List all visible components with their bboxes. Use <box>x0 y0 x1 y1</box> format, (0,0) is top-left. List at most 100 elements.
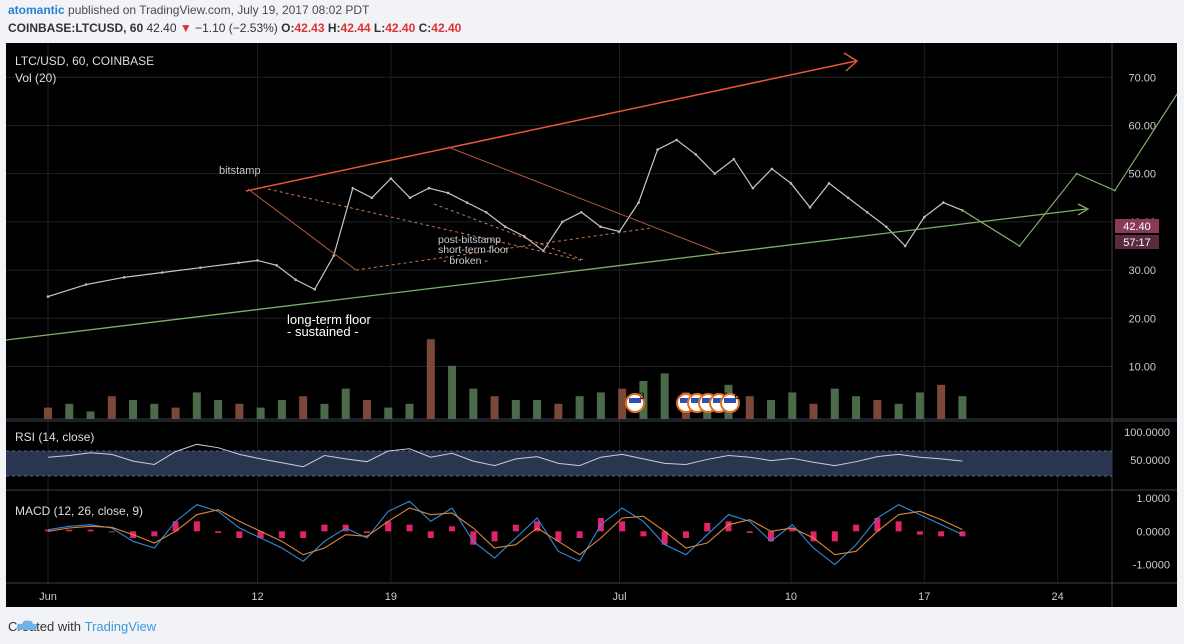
y-tick-label: 20.00 <box>1128 313 1156 325</box>
macd-histogram-bar <box>406 524 413 532</box>
macd-histogram-bar <box>725 521 732 532</box>
volume-bar <box>554 403 563 419</box>
descending-channel-line[interactable] <box>447 146 724 255</box>
event-flags: 336606 <box>625 391 740 413</box>
volume-bar <box>256 407 265 419</box>
price-point <box>275 263 278 267</box>
volume-bar <box>618 388 627 419</box>
price-point <box>427 186 431 190</box>
price-point <box>408 196 412 200</box>
volume-bar <box>490 396 499 419</box>
tradingview-link[interactable]: TradingView <box>84 619 157 634</box>
price-point <box>865 210 869 214</box>
vol-pane-title: Vol (20) <box>15 71 56 85</box>
macd-y-tick: -1.0000 <box>1133 560 1170 572</box>
rsi-line <box>47 443 963 468</box>
main-pane-title: LTC/USD, 60, COINBASE <box>15 54 154 68</box>
price-layer <box>46 93 1177 298</box>
macd-histogram-bar <box>619 521 626 532</box>
macd-histogram-bar <box>895 521 902 532</box>
volume-bar <box>384 407 393 419</box>
sustained-label: - sustained - <box>287 324 359 339</box>
broken-label: - broken - <box>443 255 488 267</box>
macd-histogram-bar <box>87 529 94 532</box>
volume-bar <box>915 392 924 419</box>
rsi-y-tick: 100.0000 <box>1124 427 1170 439</box>
x-tick-label: 10 <box>785 591 797 603</box>
price-point <box>732 157 736 161</box>
long-term-floor-trendline[interactable] <box>6 208 1087 341</box>
volume-bar <box>767 400 776 419</box>
event-count: 6 <box>734 391 739 401</box>
rsi-layer <box>47 443 963 468</box>
price-point <box>351 186 355 190</box>
footer: Created with TradingView <box>8 619 156 634</box>
macd-histogram-bar <box>45 529 51 532</box>
upper-resistance-trendline[interactable] <box>245 60 857 192</box>
macd-histogram-bar <box>449 526 456 532</box>
macd-histogram-bar <box>491 531 498 542</box>
open-label: O: <box>281 21 295 35</box>
volume-bar <box>362 400 371 419</box>
volume-bars <box>44 339 967 419</box>
macd-histogram-bar <box>363 531 370 533</box>
volume-bar <box>192 392 201 419</box>
projection-point <box>961 209 964 212</box>
macd-histogram-bar <box>682 531 689 538</box>
macd-histogram-bar <box>236 531 243 538</box>
macd-histogram-bar <box>385 521 392 532</box>
tradingview-cloud-icon <box>16 620 38 630</box>
price-point <box>808 206 812 209</box>
macd-histogram-bar <box>831 531 838 542</box>
macd-histogram-bar <box>193 521 200 532</box>
post-bitstamp-dashed-line <box>267 188 585 262</box>
macd-histogram-bar <box>810 531 817 542</box>
macd-histogram-bar <box>938 531 945 537</box>
volume-bar <box>150 403 159 419</box>
flag-stripe <box>713 398 725 403</box>
price-point <box>389 177 393 180</box>
volume-bar <box>788 392 797 419</box>
flag-stripe <box>629 398 641 403</box>
volume-bar <box>575 396 584 419</box>
macd-pane-title: MACD (12, 26, close, 9) <box>15 504 143 518</box>
macd-histogram-bar <box>151 531 158 537</box>
price-point <box>313 288 317 291</box>
macd-histogram-bar <box>768 531 775 542</box>
macd-histogram-bar <box>555 531 562 542</box>
post-bitstamp-label: post-bitstamp <box>438 234 501 246</box>
price-point <box>923 215 926 219</box>
macd-histogram-bar <box>789 528 796 532</box>
macd-histogram-bar <box>215 531 222 533</box>
chart-area[interactable]: Jun1219Jul101724Aug810.0020.0030.0040.00… <box>6 43 1177 607</box>
price-change: −1.10 (−2.53%) <box>195 21 278 35</box>
short-term-floor-label: short-term floor <box>438 244 510 256</box>
price-point <box>256 259 259 262</box>
volume-bar <box>426 339 435 419</box>
macd-histogram-bar <box>704 523 711 532</box>
chart-svg[interactable]: Jun1219Jul101724Aug810.0020.0030.0040.00… <box>6 43 1177 607</box>
macd-histogram-bar <box>108 531 115 533</box>
flag-stripe <box>680 398 692 403</box>
macd-histogram-bar <box>576 531 583 538</box>
price-point <box>294 278 297 282</box>
low-value: 42.40 <box>385 21 416 35</box>
price-point <box>637 201 640 204</box>
author-link[interactable]: atomantic <box>8 3 65 17</box>
last-price: 42.40 <box>146 21 177 35</box>
volume-bar <box>214 400 223 419</box>
close-label: C: <box>418 21 432 35</box>
price-point <box>199 266 202 269</box>
volume-bar <box>745 396 754 419</box>
macd-histogram-bar <box>427 531 434 538</box>
price-point <box>446 191 450 195</box>
macd-histogram-bar <box>853 524 860 532</box>
price-point <box>332 254 336 257</box>
short-term-floor-dashed-line <box>355 227 652 271</box>
price-point <box>675 138 678 142</box>
price-point <box>84 283 88 286</box>
macd-histogram-bar <box>278 531 285 538</box>
macd-histogram-bar <box>257 531 264 538</box>
x-tick-label: 19 <box>385 591 397 603</box>
y-tick-label: 70.00 <box>1128 72 1156 84</box>
